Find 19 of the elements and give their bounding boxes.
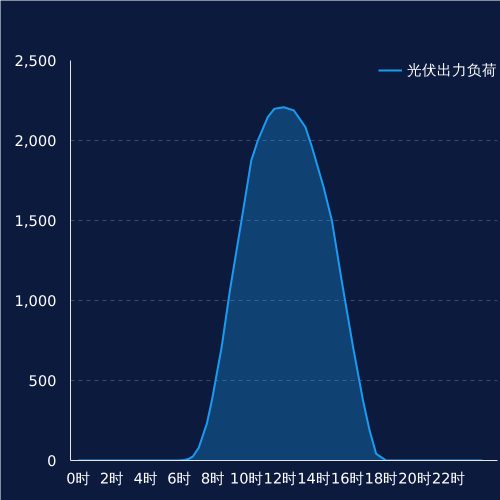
y-tick-label: 500 — [28, 373, 57, 390]
y-tick-label: 2,000 — [14, 133, 57, 150]
x-tick-label: 0时 — [66, 470, 91, 488]
x-tick-label: 14时 — [297, 470, 331, 488]
legend-label: 光伏出力负荷 — [407, 60, 497, 80]
y-tick-label: 0 — [47, 453, 57, 470]
x-tick-label: 10时 — [230, 470, 264, 488]
x-tick-label: 20时 — [398, 470, 432, 488]
x-tick-label: 2时 — [100, 470, 124, 488]
x-tick-label: 16时 — [330, 470, 365, 488]
y-tick-label: 1,500 — [14, 213, 57, 230]
x-tick-label: 18时 — [364, 470, 398, 488]
x-tick-label: 8时 — [200, 470, 226, 488]
x-tick-label: 12时 — [264, 470, 298, 488]
x-tick-label: 22时 — [432, 470, 466, 488]
y-tick-label: 1,000 — [14, 293, 57, 310]
x-tick-label: 4时 — [134, 470, 158, 488]
x-tick-label: 6时 — [167, 470, 192, 488]
y-tick-label: 2,500 — [14, 53, 57, 70]
